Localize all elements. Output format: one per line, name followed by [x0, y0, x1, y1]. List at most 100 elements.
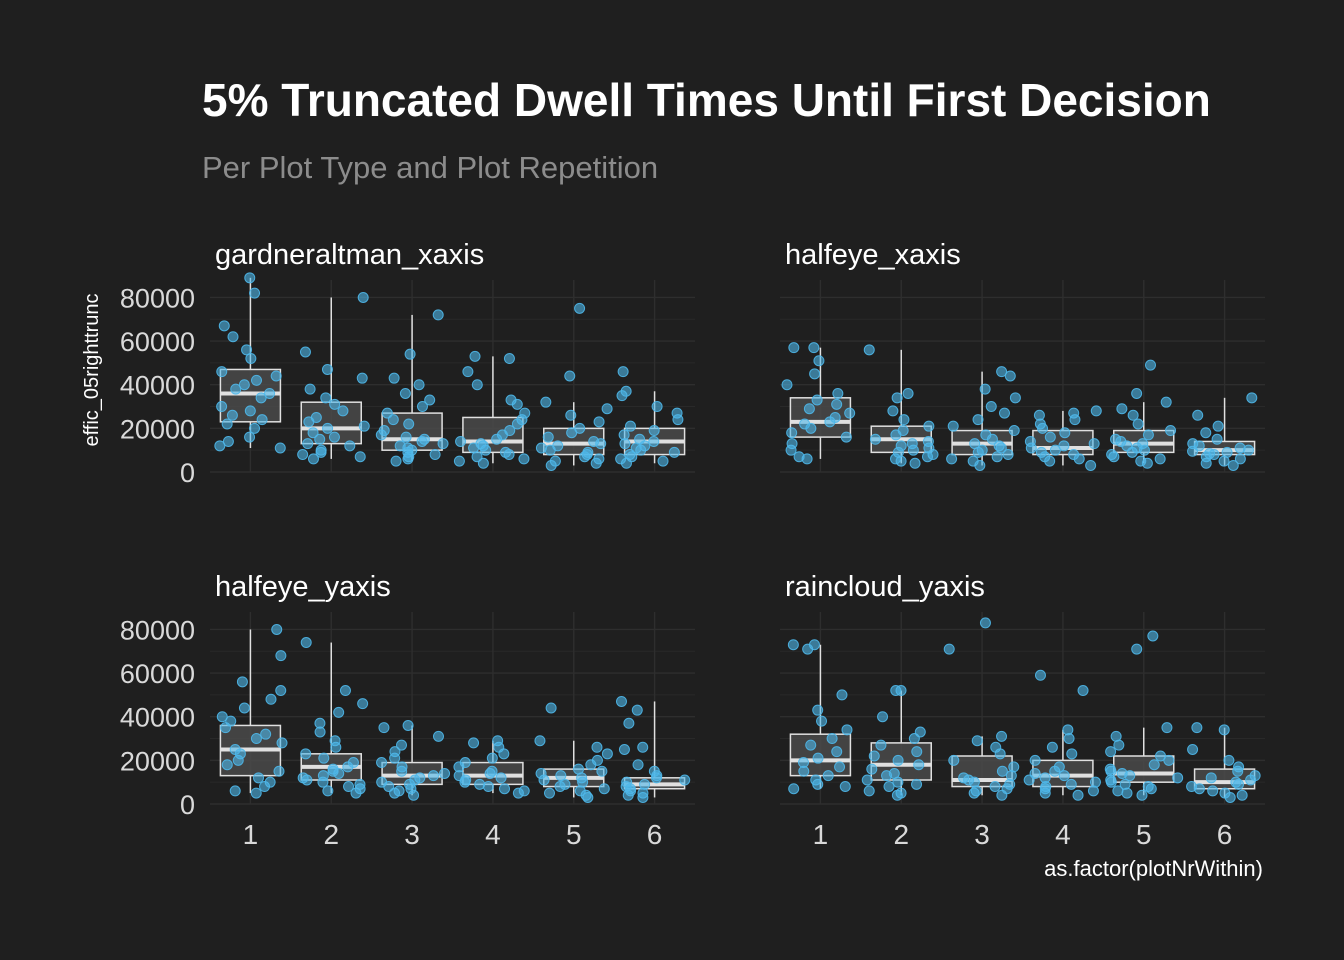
y-tick-label: 20000 [120, 746, 195, 776]
data-point [832, 387, 844, 399]
data-point [300, 637, 312, 649]
data-point [300, 748, 312, 760]
data-point [249, 287, 261, 299]
data-point [511, 418, 523, 430]
data-point [1172, 772, 1184, 784]
data-point [863, 785, 875, 797]
y-tick-label: 0 [180, 790, 195, 820]
facet-panels: gardneraltman_xaxis 0 20000 40000 60000 80000… [120, 239, 1265, 850]
data-point [238, 702, 250, 714]
data-point [545, 702, 557, 714]
data-point [657, 455, 669, 467]
data-point [1187, 445, 1199, 457]
data-point [471, 451, 483, 463]
y-tick-label: 60000 [120, 659, 195, 689]
data-point [1049, 765, 1061, 777]
data-point [668, 446, 680, 458]
data-point [826, 733, 838, 745]
data-point [1211, 433, 1223, 445]
data-point [1009, 392, 1021, 404]
data-point [1069, 414, 1081, 426]
data-point [637, 741, 649, 753]
data-point [544, 444, 556, 456]
facet-strip-label: raincloud_yaxis [785, 571, 985, 603]
data-point [566, 427, 578, 439]
data-point [1193, 783, 1205, 795]
data-point [1049, 444, 1061, 456]
data-point [259, 781, 271, 793]
data-point [221, 418, 233, 430]
data-point [1131, 387, 1143, 399]
data-point [1132, 418, 1144, 430]
data-point [601, 748, 613, 760]
data-point [249, 422, 261, 434]
data-point [1039, 787, 1051, 799]
data-point [1191, 722, 1203, 734]
data-point [831, 398, 843, 410]
data-point [863, 344, 875, 356]
data-point [416, 435, 428, 447]
data-point [1105, 746, 1117, 758]
data-point [512, 787, 524, 799]
data-point [471, 379, 483, 391]
data-point [996, 366, 1008, 378]
data-point [579, 451, 591, 463]
data-point [317, 776, 329, 788]
data-point [623, 717, 635, 729]
data-point [902, 387, 914, 399]
data-point [1058, 770, 1070, 782]
data-point [648, 435, 660, 447]
data-point [238, 379, 250, 391]
x-tick-label: 4 [485, 819, 501, 850]
data-point [979, 617, 991, 629]
data-point [402, 453, 414, 465]
data-point [840, 431, 852, 443]
data-point [892, 776, 904, 788]
chart-title: 5% Truncated Dwell Times Until First Dec… [202, 74, 1211, 126]
data-point [1046, 741, 1058, 753]
facet-panel-1: gardneraltman_xaxis 0 20000 40000 60000 80000 [120, 239, 695, 488]
data-point [596, 765, 608, 777]
data-point [1063, 733, 1075, 745]
data-point [318, 752, 330, 764]
data-point [1085, 459, 1097, 471]
data-point [887, 405, 899, 417]
data-point [866, 763, 878, 775]
data-point [378, 722, 390, 734]
data-point [222, 435, 234, 447]
x-tick-label: 1 [243, 819, 259, 850]
data-point [802, 643, 814, 655]
data-point [330, 741, 342, 753]
facet-panel-2: halfeye_xaxis [780, 239, 1265, 473]
x-tick-label: 3 [404, 819, 420, 850]
data-point [875, 739, 887, 751]
data-point [788, 342, 800, 354]
data-point [256, 414, 268, 426]
data-point [565, 409, 577, 421]
data-point [616, 390, 628, 402]
data-point [1223, 754, 1235, 766]
data-point [809, 368, 821, 380]
data-point [1090, 405, 1102, 417]
data-point [357, 291, 369, 303]
data-point [1072, 789, 1084, 801]
data-point [399, 387, 411, 399]
data-point [948, 754, 960, 766]
data-point [648, 425, 660, 437]
data-point [1200, 427, 1212, 439]
data-point [350, 787, 362, 799]
data-point [396, 739, 408, 751]
data-point [994, 748, 1006, 760]
data-point [617, 366, 629, 378]
data-point [907, 444, 919, 456]
data-point [389, 752, 401, 764]
data-point [620, 457, 632, 469]
data-point [909, 457, 921, 469]
facet-strip-label: gardneraltman_xaxis [215, 239, 484, 271]
data-point [455, 435, 467, 447]
data-point [601, 403, 613, 415]
data-point [408, 789, 420, 801]
data-point [892, 754, 904, 766]
data-point [985, 401, 997, 413]
x-tick-label: 3 [974, 819, 990, 850]
